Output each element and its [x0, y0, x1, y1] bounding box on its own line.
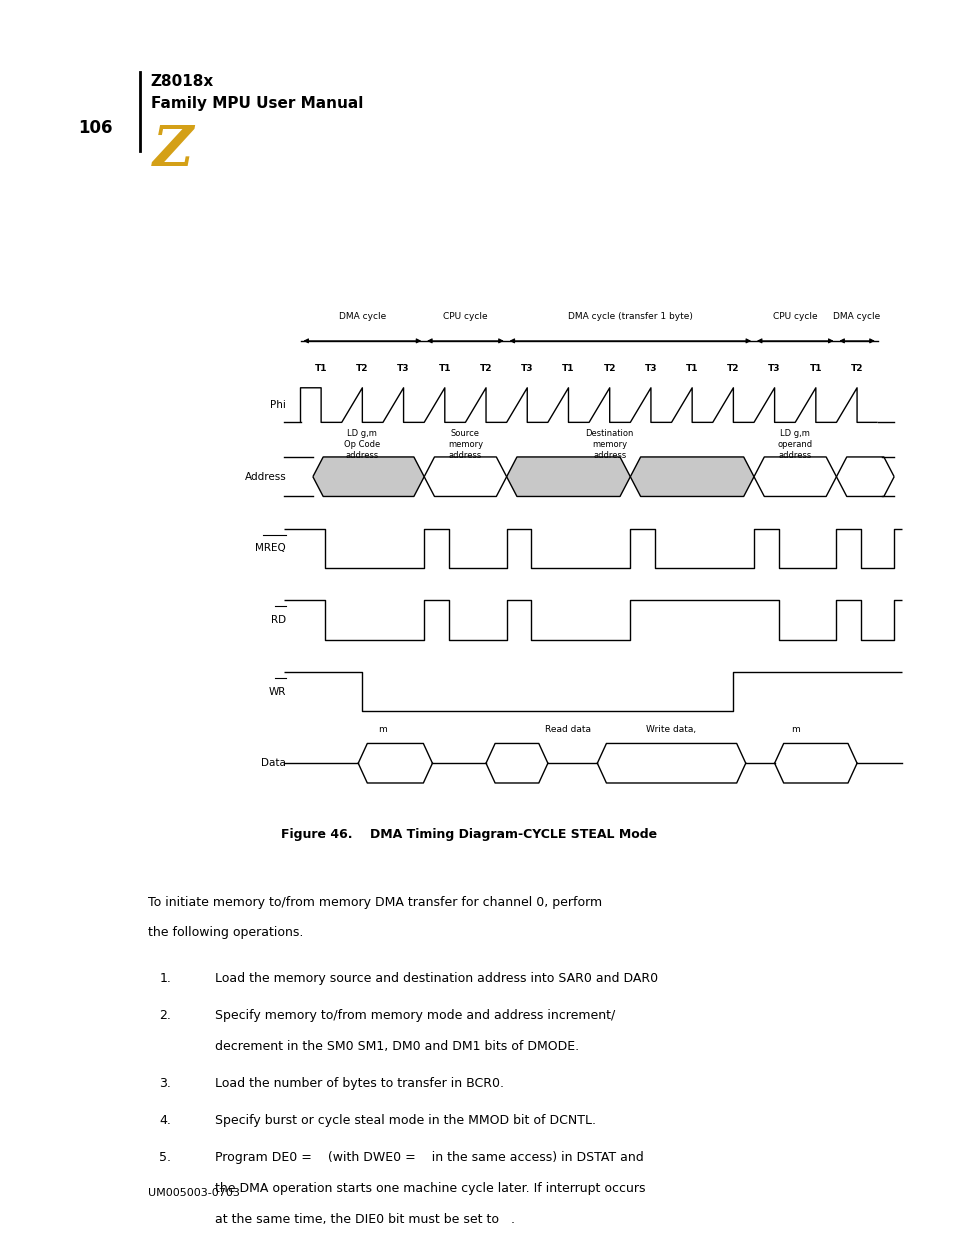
Text: UM005003-0703: UM005003-0703: [148, 1188, 239, 1198]
Text: MREQ: MREQ: [255, 543, 286, 553]
Text: Write data,: Write data,: [646, 725, 696, 734]
Text: DMA cycle: DMA cycle: [833, 312, 880, 321]
Text: WR: WR: [269, 687, 286, 697]
Text: T1: T1: [685, 364, 698, 373]
Text: Load the memory source and destination address into SAR0 and DAR0: Load the memory source and destination a…: [214, 972, 657, 986]
Text: Destination
memory
address: Destination memory address: [585, 429, 633, 459]
Text: Specify burst or cycle steal mode in the MMOD bit of DCNTL.: Specify burst or cycle steal mode in the…: [214, 1114, 595, 1128]
Text: T2: T2: [479, 364, 492, 373]
Text: Z8018x: Z8018x: [151, 74, 213, 89]
Text: T3: T3: [520, 364, 533, 373]
Text: Data: Data: [261, 758, 286, 768]
Text: LD g,m
operand
address: LD g,m operand address: [777, 429, 812, 459]
Text: RD: RD: [271, 615, 286, 625]
Text: T2: T2: [355, 364, 368, 373]
Text: Read data: Read data: [545, 725, 591, 734]
Text: T1: T1: [438, 364, 451, 373]
Text: T3: T3: [767, 364, 781, 373]
Polygon shape: [313, 457, 424, 496]
Polygon shape: [630, 457, 753, 496]
Text: 4.: 4.: [159, 1114, 171, 1128]
Text: T2: T2: [603, 364, 616, 373]
Text: the DMA operation starts one machine cycle later. If interrupt occurs: the DMA operation starts one machine cyc…: [214, 1182, 644, 1195]
Text: Phi: Phi: [270, 400, 286, 410]
Text: m: m: [378, 725, 387, 734]
Text: Load the number of bytes to transfer in BCR0.: Load the number of bytes to transfer in …: [214, 1077, 503, 1091]
Text: Family MPU User Manual: Family MPU User Manual: [151, 96, 363, 111]
Text: T2: T2: [850, 364, 862, 373]
Text: Source
memory
address: Source memory address: [447, 429, 482, 459]
Text: 106: 106: [78, 120, 112, 137]
Text: CPU cycle: CPU cycle: [772, 312, 817, 321]
Text: the following operations.: the following operations.: [148, 926, 303, 940]
Text: m: m: [790, 725, 799, 734]
Text: at the same time, the DIE0 bit must be set to   .: at the same time, the DIE0 bit must be s…: [214, 1213, 514, 1226]
Text: To initiate memory to/from memory DMA transfer for channel 0, perform: To initiate memory to/from memory DMA tr…: [148, 895, 601, 909]
Text: 3.: 3.: [159, 1077, 171, 1091]
Text: Figure 46.    DMA Timing Diagram-CYCLE STEAL Mode: Figure 46. DMA Timing Diagram-CYCLE STEA…: [281, 827, 657, 841]
Polygon shape: [506, 457, 630, 496]
Text: decrement in the SM0 SM1, DM0 and DM1 bits of DMODE.: decrement in the SM0 SM1, DM0 and DM1 bi…: [214, 1040, 578, 1053]
Text: T3: T3: [644, 364, 657, 373]
Text: T1: T1: [561, 364, 574, 373]
Text: 5.: 5.: [159, 1151, 172, 1165]
Text: DMA cycle (transfer 1 byte): DMA cycle (transfer 1 byte): [567, 312, 692, 321]
Text: DMA cycle: DMA cycle: [338, 312, 386, 321]
Text: 2.: 2.: [159, 1009, 171, 1023]
Text: T2: T2: [726, 364, 739, 373]
Text: LD g,m
Op Code
address: LD g,m Op Code address: [344, 429, 380, 459]
Text: CPU cycle: CPU cycle: [442, 312, 487, 321]
Text: T3: T3: [396, 364, 410, 373]
Text: Z: Z: [152, 124, 193, 179]
Text: Specify memory to/from memory mode and address increment/: Specify memory to/from memory mode and a…: [214, 1009, 615, 1023]
Text: T1: T1: [809, 364, 821, 373]
Text: Address: Address: [244, 472, 286, 482]
Text: Program DE0 =    (with DWE0 =    in the same access) in DSTAT and: Program DE0 = (with DWE0 = in the same a…: [214, 1151, 642, 1165]
Text: 1.: 1.: [159, 972, 171, 986]
Text: T1: T1: [314, 364, 327, 373]
